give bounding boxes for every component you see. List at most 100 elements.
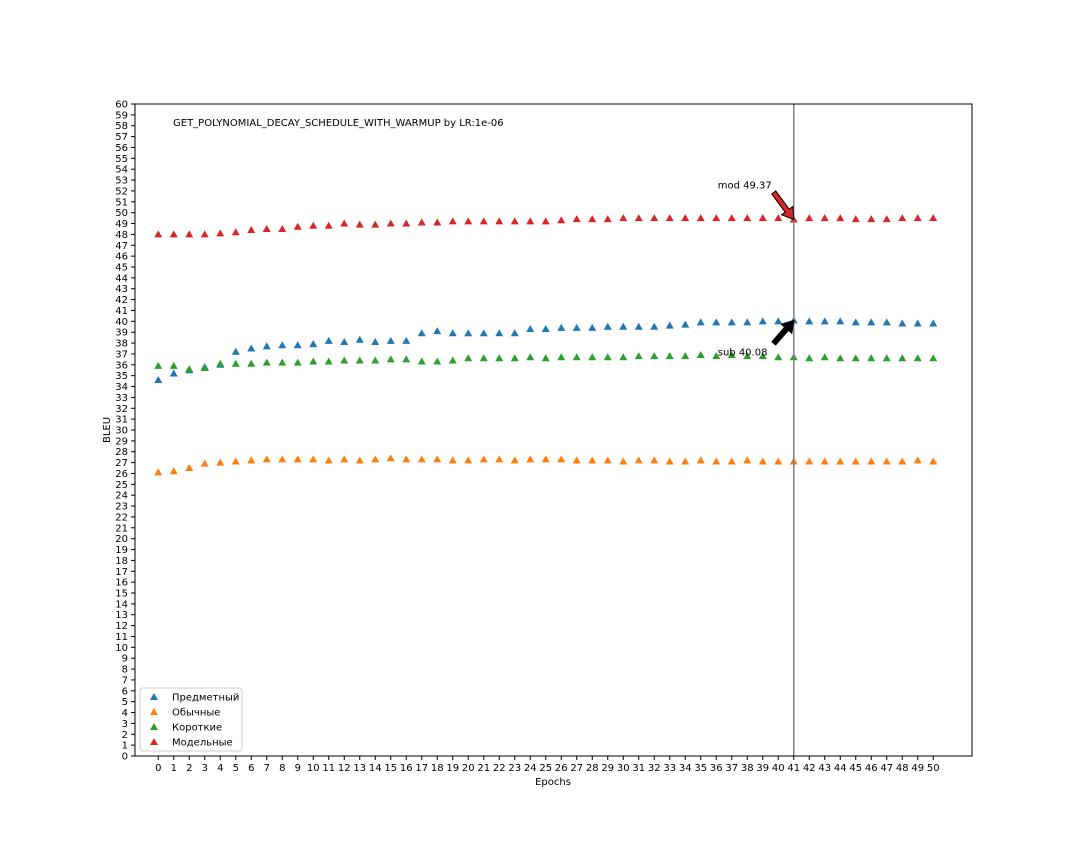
data-point	[464, 354, 473, 362]
legend-box	[139, 687, 243, 752]
data-point	[805, 457, 814, 465]
data-point	[650, 214, 659, 222]
x-tick-label: 1	[171, 763, 177, 774]
y-tick-label: 11	[115, 632, 128, 643]
y-tick-label: 36	[115, 360, 128, 371]
data-point	[154, 230, 163, 238]
data-point	[479, 455, 488, 463]
x-tick-label: 26	[555, 763, 568, 774]
data-point	[169, 467, 178, 475]
x-tick-label: 36	[710, 763, 723, 774]
data-point	[510, 354, 519, 362]
y-tick-label: 27	[115, 458, 128, 469]
y-tick-label: 24	[115, 491, 128, 502]
data-point	[634, 322, 643, 330]
data-point	[712, 214, 721, 222]
data-point	[231, 347, 240, 355]
data-point	[805, 354, 814, 362]
series-group	[154, 214, 938, 476]
data-point	[572, 353, 581, 361]
data-point	[541, 354, 550, 362]
data-point	[247, 359, 256, 367]
x-tick-label: 6	[248, 763, 254, 774]
data-point	[588, 456, 597, 464]
data-point	[262, 358, 271, 366]
y-tick-label: 22	[115, 512, 128, 523]
data-point	[231, 228, 240, 236]
data-point	[278, 455, 287, 463]
data-point	[371, 220, 380, 228]
y-axis: 0123456789101112131415161718192021222324…	[115, 100, 135, 763]
data-point	[929, 319, 938, 327]
x-tick-label: 4	[217, 763, 223, 774]
data-point	[324, 456, 333, 464]
data-point	[231, 359, 240, 367]
x-tick-label: 49	[911, 763, 924, 774]
data-point	[495, 354, 504, 362]
data-point	[650, 322, 659, 330]
data-point	[774, 457, 783, 465]
data-point	[603, 456, 612, 464]
y-tick-label: 42	[115, 295, 128, 306]
data-point	[154, 468, 163, 476]
y-tick-label: 9	[122, 654, 128, 665]
data-point	[247, 344, 256, 352]
data-point	[495, 455, 504, 463]
data-point	[882, 215, 891, 223]
x-tick-label: 9	[295, 763, 301, 774]
data-point	[216, 229, 225, 237]
data-point	[417, 218, 426, 226]
x-tick-label: 46	[865, 763, 878, 774]
data-point	[572, 215, 581, 223]
y-tick-label: 17	[115, 567, 128, 578]
data-point	[433, 218, 442, 226]
x-tick-label: 41	[787, 763, 800, 774]
x-tick-label: 19	[446, 763, 459, 774]
data-point	[696, 318, 705, 326]
data-point	[820, 317, 829, 325]
data-point	[727, 214, 736, 222]
data-point	[743, 352, 752, 360]
y-tick-label: 32	[115, 404, 128, 415]
data-point	[402, 355, 411, 363]
y-tick-label: 52	[115, 186, 128, 197]
data-point	[479, 354, 488, 362]
y-tick-label: 23	[115, 502, 128, 513]
x-tick-label: 17	[415, 763, 428, 774]
data-point	[262, 224, 271, 232]
data-point	[216, 458, 225, 466]
data-point	[650, 456, 659, 464]
data-point	[836, 317, 845, 325]
y-tick-label: 54	[115, 165, 128, 176]
data-point	[681, 457, 690, 465]
data-point	[882, 354, 891, 362]
y-tick-label: 46	[115, 252, 128, 263]
legend-marker	[150, 738, 158, 745]
y-tick-label: 1	[122, 741, 128, 752]
x-tick-label: 18	[431, 763, 444, 774]
data-point	[324, 357, 333, 365]
data-point	[309, 221, 318, 229]
data-point	[758, 317, 767, 325]
data-point	[743, 214, 752, 222]
data-point	[278, 341, 287, 349]
data-point	[324, 336, 333, 344]
data-point	[402, 219, 411, 227]
data-point	[851, 354, 860, 362]
data-point	[758, 214, 767, 222]
x-tick-label: 31	[632, 763, 645, 774]
data-point	[526, 217, 535, 225]
y-tick-label: 4	[122, 708, 128, 719]
data-point	[541, 324, 550, 332]
legend-label: Короткие	[172, 723, 222, 734]
data-point	[681, 214, 690, 222]
data-point	[557, 455, 566, 463]
x-tick-label: 16	[400, 763, 413, 774]
data-point	[371, 455, 380, 463]
legend-item: Модельные	[150, 738, 233, 749]
data-point	[464, 217, 473, 225]
y-tick-label: 53	[115, 176, 128, 187]
legend-marker	[150, 693, 158, 700]
x-tick-label: 25	[539, 763, 552, 774]
